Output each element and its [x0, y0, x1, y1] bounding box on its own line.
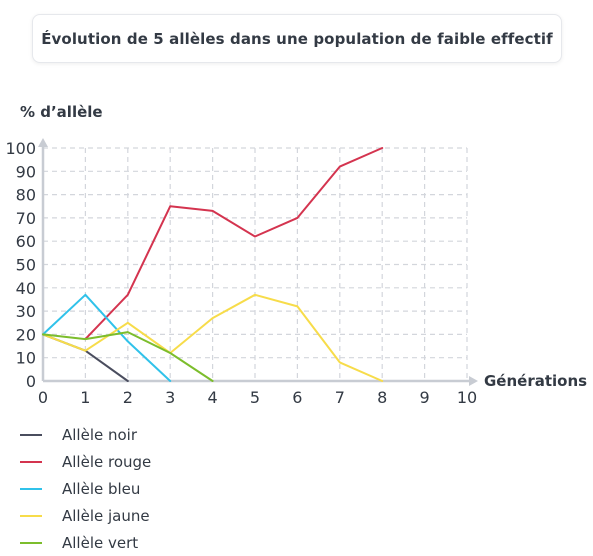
- x-tick-label: 2: [123, 388, 133, 407]
- x-tick-label: 5: [250, 388, 260, 407]
- legend-item: Allèle vert: [20, 529, 151, 556]
- x-tick-label: 7: [335, 388, 345, 407]
- series-line-allèle-bleu: [42, 293, 172, 382]
- x-tick-label: 3: [165, 388, 175, 407]
- legend-swatch: [20, 514, 42, 517]
- y-tick-label: 0: [26, 372, 36, 391]
- y-tick-label: 30: [16, 302, 36, 321]
- legend-label: Allèle jaune: [62, 506, 150, 525]
- legend-label: Allèle bleu: [62, 479, 141, 498]
- series-line-allèle-rouge: [84, 147, 384, 341]
- legend-swatch: [20, 460, 42, 463]
- legend: Allèle noir Allèle rouge Allèle bleu All…: [20, 421, 151, 556]
- legend-label: Allèle vert: [62, 533, 139, 552]
- x-tick-label: 1: [80, 388, 90, 407]
- x-tick-label: 10: [457, 388, 477, 407]
- legend-item: Allèle noir: [20, 421, 151, 448]
- y-axis-arrow: [38, 138, 48, 147]
- x-tick-label: 8: [377, 388, 387, 407]
- y-tick-label: 40: [16, 279, 36, 298]
- y-tick-label: 50: [16, 256, 36, 275]
- x-axis-label: Générations: [484, 372, 588, 390]
- y-tick-label: 10: [16, 349, 36, 368]
- legend-item: Allèle jaune: [20, 502, 151, 529]
- chart-title-box: Évolution de 5 allèles dans une populati…: [32, 14, 562, 63]
- series-line-allèle-jaune: [42, 293, 384, 382]
- y-tick-label: 20: [16, 325, 36, 344]
- chart-title: Évolution de 5 allèles dans une populati…: [41, 29, 553, 48]
- legend-label: Allèle rouge: [62, 452, 152, 471]
- y-tick-label: 60: [16, 232, 36, 251]
- series-line-allèle-vert: [42, 331, 214, 382]
- y-axis-label: % d’allèle: [20, 103, 103, 121]
- legend-swatch: [20, 541, 42, 544]
- legend-item: Allèle bleu: [20, 475, 151, 502]
- legend-item: Allèle rouge: [20, 448, 151, 475]
- x-tick-label: 4: [208, 388, 218, 407]
- y-tick-label: 90: [16, 162, 36, 181]
- x-tick-label: 9: [420, 388, 430, 407]
- legend-label: Allèle noir: [62, 425, 138, 444]
- x-tick-label: 0: [38, 388, 48, 407]
- legend-swatch: [20, 487, 42, 490]
- y-tick-label: 80: [16, 186, 36, 205]
- y-tick-label: 100: [5, 139, 36, 158]
- legend-swatch: [20, 433, 42, 436]
- x-axis-arrow: [469, 376, 478, 386]
- y-tick-label: 70: [16, 209, 36, 228]
- x-tick-label: 6: [292, 388, 302, 407]
